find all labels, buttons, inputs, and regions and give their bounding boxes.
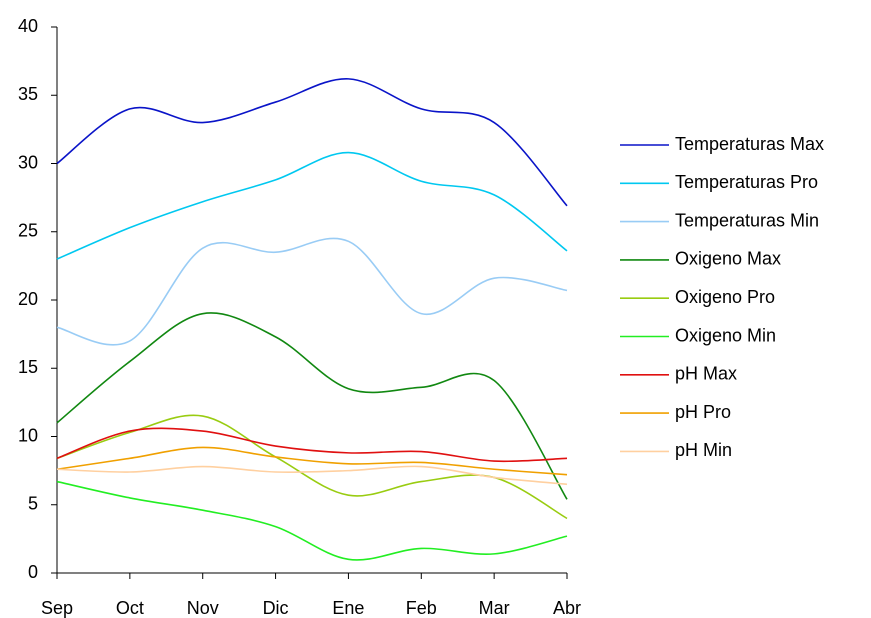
y-tick-label: 15 bbox=[18, 357, 38, 377]
x-tick-label: Ene bbox=[332, 598, 364, 618]
x-tick-label: Abr bbox=[553, 598, 581, 618]
line bbox=[56, 312, 568, 500]
x-tick-label: Oct bbox=[116, 598, 144, 618]
line bbox=[56, 480, 568, 561]
x-tick-label: Feb bbox=[406, 598, 437, 618]
y-tick-label: 20 bbox=[18, 289, 38, 309]
x-tick-label: Dic bbox=[263, 598, 289, 618]
legend-label: Temperaturas Pro bbox=[675, 172, 818, 192]
y-tick-label: 30 bbox=[18, 152, 38, 172]
line bbox=[56, 237, 568, 346]
x-tick-label: Sep bbox=[41, 598, 73, 618]
y-tick-label: 35 bbox=[18, 84, 38, 104]
line bbox=[56, 465, 568, 486]
y-tick-label: 40 bbox=[18, 16, 38, 36]
legend-label: Oxigeno Min bbox=[675, 325, 776, 345]
legend-label: pH Min bbox=[675, 440, 732, 460]
line bbox=[56, 427, 568, 463]
line bbox=[56, 446, 568, 476]
legend-label: pH Max bbox=[675, 364, 737, 384]
legend-label: Oxigeno Pro bbox=[675, 287, 775, 307]
line bbox=[56, 78, 568, 207]
legend-label: pH Pro bbox=[675, 402, 731, 422]
y-tick-label: 0 bbox=[28, 562, 38, 582]
legend-label: Oxigeno Max bbox=[675, 249, 781, 269]
y-tick-label: 10 bbox=[18, 425, 38, 445]
x-tick-label: Mar bbox=[479, 598, 510, 618]
legend-label: Temperaturas Min bbox=[675, 210, 819, 230]
legend-label: Temperaturas Max bbox=[675, 134, 824, 154]
y-tick-label: 5 bbox=[28, 494, 38, 514]
y-tick-label: 25 bbox=[18, 221, 38, 241]
line bbox=[56, 151, 568, 260]
x-tick-label: Nov bbox=[187, 598, 219, 618]
